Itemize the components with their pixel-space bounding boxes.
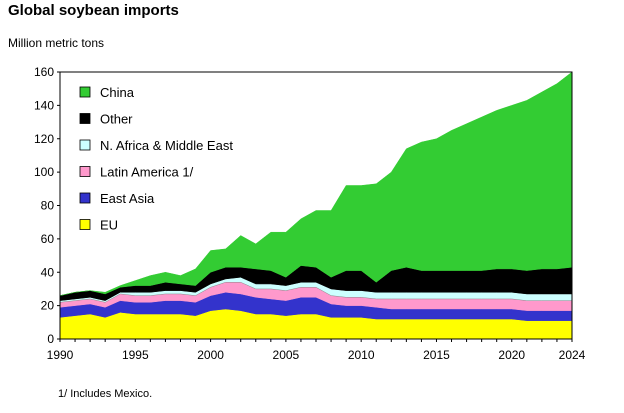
area-china bbox=[59, 71, 573, 296]
legend-swatch-n-africa-middle-east bbox=[79, 139, 91, 151]
x-tick-label: 2005 bbox=[273, 348, 300, 362]
legend-swatch-latin-america-1 bbox=[79, 166, 91, 177]
x-tick-label: 1990 bbox=[47, 348, 74, 362]
x-tick-label: 2024 bbox=[559, 348, 586, 362]
y-tick-label: 80 bbox=[41, 199, 55, 213]
legend-swatch-eu bbox=[79, 219, 91, 230]
x-tick-label: 1995 bbox=[122, 348, 149, 362]
x-tick-label: 2020 bbox=[498, 348, 525, 362]
legend-label-latin-america-1: Latin America 1/ bbox=[100, 165, 194, 180]
axes: 0 20 40 60 80 100 120 140 160 1990 1995 2000 2005 201… bbox=[34, 65, 586, 362]
y-axis-label: Million metric tons bbox=[8, 36, 105, 50]
y-tick-label: 0 bbox=[47, 332, 54, 346]
y-tick-label: 60 bbox=[41, 232, 55, 246]
legend-label-other: Other bbox=[100, 112, 133, 127]
x-tick-label: 2010 bbox=[348, 348, 375, 362]
legend-label-n-africa-middle-east: N. Africa & Middle East bbox=[100, 138, 233, 153]
chart-title: Global soybean imports bbox=[8, 2, 179, 19]
legend-swatch-east-asia bbox=[79, 192, 91, 204]
legend-swatch-china bbox=[79, 86, 91, 98]
x-tick-label: 2000 bbox=[197, 348, 224, 362]
y-tick-label: 20 bbox=[41, 299, 55, 313]
legend-label-east-asia: East Asia bbox=[100, 191, 155, 206]
legend-label-china: China bbox=[100, 85, 135, 100]
x-tick-label: 2015 bbox=[423, 348, 450, 362]
legend: China Other N. Africa & Middle East Latin A… bbox=[79, 85, 233, 233]
y-tick-label: 160 bbox=[34, 65, 54, 79]
y-tick-label: 100 bbox=[34, 165, 54, 179]
y-tick-label: 120 bbox=[34, 132, 54, 146]
y-tick-label: 140 bbox=[34, 98, 54, 112]
y-tick-label: 40 bbox=[41, 265, 55, 279]
footnote: 1/ Includes Mexico. bbox=[58, 388, 153, 400]
legend-label-eu: EU bbox=[100, 218, 118, 233]
legend-swatch-other bbox=[79, 113, 91, 124]
